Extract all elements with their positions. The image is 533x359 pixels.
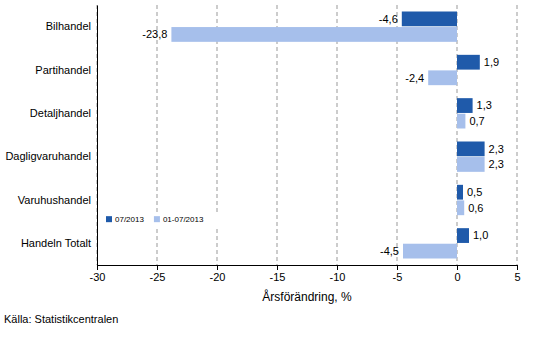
legend-background [103,212,233,226]
tick-mark [517,265,518,270]
grid [97,5,517,265]
tick: Varuhushandel [18,194,97,206]
axis-line [98,266,518,271]
tick: -5 [393,265,403,283]
bar [457,185,463,200]
axis-line [97,6,98,266]
category-label: Dagligvaruhandel [5,150,91,162]
grid-line [337,5,338,265]
source: Källa: Statistikcentralen [4,313,118,325]
legend-label: 07/2013 [115,215,144,224]
bar [428,70,457,85]
bar [457,142,485,157]
data-label: 0,6 [468,202,483,214]
tick: -20 [210,265,226,283]
tick-label: -25 [150,271,166,283]
legend: 07/2013 01-07/2013 [103,212,233,226]
tick-label: -15 [270,271,286,283]
tick-label: -20 [210,271,226,283]
data-label: -2,4 [405,72,424,84]
tick-mark [97,265,98,270]
tick: 0 [454,265,460,283]
tick: Detaljhandel [30,107,97,119]
data-label: 1,9 [484,56,499,68]
bar [457,157,485,172]
data-label: 2,3 [489,158,504,170]
tick: Partihandel [35,64,97,76]
bar [403,244,457,259]
chart: -4,6 1,9 1,3 2,3 0,5 1,0 -23,8 -2,4 0,7 2,3 0,6 -4,… [0,0,533,359]
bar [457,114,465,129]
data-label: -4,6 [379,13,398,25]
plot: -4,6 1,9 1,3 2,3 0,5 1,0 -23,8 -2,4 0,7 2,3 0,6 -4,… [5,5,520,283]
y-axis: Bilhandel Partihandel Detaljhandel Dagligva… [5,6,97,266]
grid-line [457,5,458,265]
tick: 5 [514,265,520,283]
tick: Handeln Totalt [21,237,97,249]
data-label: 2,3 [489,143,504,155]
grid-line [397,5,398,265]
tick-label: -10 [330,271,346,283]
bar [457,200,464,215]
data-label: 0,5 [467,186,482,198]
category-label: Detaljhandel [30,107,91,119]
grid-line [277,5,278,265]
tick: -25 [150,265,166,283]
data-label: 1,0 [473,229,488,241]
category-label: Partihandel [35,64,91,76]
category-label: Varuhushandel [18,194,91,206]
tick-label: 5 [514,271,520,283]
tick-mark [457,265,458,270]
grid-line [97,5,98,265]
tick: -15 [270,265,286,283]
data-label: 1,3 [477,99,492,111]
bar [402,12,457,27]
bar [457,98,473,113]
tick-label: -30 [90,271,106,283]
tick: Bilhandel [46,20,97,32]
category-label: Bilhandel [46,20,91,32]
data-label: -4,5 [380,245,399,257]
tick-mark [217,265,218,270]
tick-mark [397,265,398,270]
data-label: -23,8 [142,28,167,40]
tick-label: 0 [454,271,460,283]
tick: Dagligvaruhandel [5,150,97,162]
bar [171,27,457,42]
tick: -10 [330,265,346,283]
tick-mark [277,265,278,270]
data-label: 0,7 [469,115,484,127]
bar [457,228,469,243]
category-label: Handeln Totalt [21,237,91,249]
grid-line [517,5,518,265]
tick-mark [157,265,158,270]
data-labels: -4,6 1,9 1,3 2,3 0,5 1,0 -23,8 -2,4 0,7 2,3 0,6 -4,… [142,13,504,257]
legend-label: 01-07/2013 [163,215,204,224]
tick-mark [337,265,338,270]
tick-label: -5 [393,271,403,283]
x-axis-title: Årsförändring, % [262,289,352,304]
legend-swatch [154,216,160,222]
legend-swatch [106,216,112,222]
tick: -30 [90,265,106,283]
bar [457,55,480,70]
series [402,12,485,243]
x-axis: -30 -25 -20 -15 -10 -5 0 5 [90,265,521,283]
